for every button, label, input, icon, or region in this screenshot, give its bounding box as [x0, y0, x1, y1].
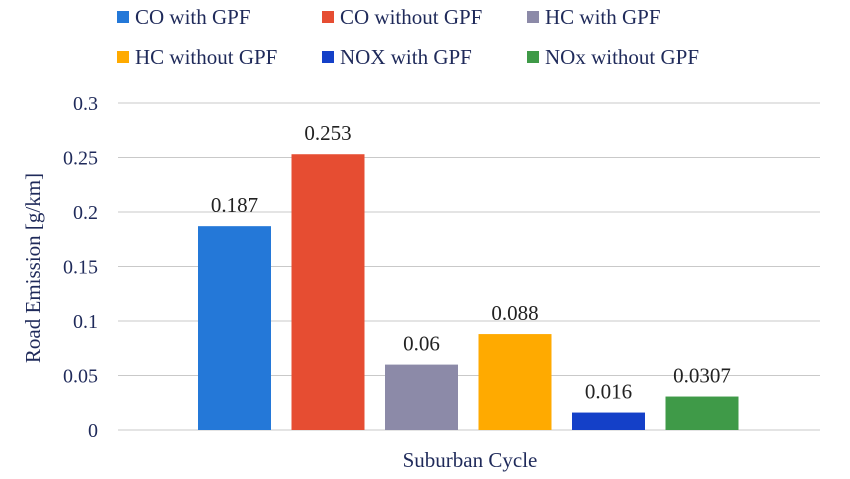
y-tick-label: 0.25 — [63, 148, 98, 170]
legend-label: HC with GPF — [545, 5, 661, 29]
bar-hc-without-gpf — [478, 334, 552, 430]
y-tick-label: 0.1 — [73, 311, 98, 333]
data-label: 0.0307 — [673, 364, 731, 388]
bar-nox-without-gpf — [665, 396, 739, 430]
data-label: 0.06 — [403, 332, 440, 356]
bar-hc-with-gpf — [385, 364, 458, 430]
y-axis-label: Road Emission [g/km] — [21, 173, 45, 363]
y-tick-label: 0 — [88, 420, 98, 442]
bar-co-without-gpf — [291, 154, 365, 431]
legend-item: NOX with GPF — [322, 45, 472, 69]
x-axis-label: Suburban Cycle — [403, 448, 538, 472]
legend-item: HC with GPF — [527, 5, 661, 29]
legend-swatch — [527, 51, 539, 63]
bar-data-labels: 0.187 0.253 0.06 0.088 0.016 0.0307 — [211, 121, 731, 403]
legend-label: HC without GPF — [135, 45, 277, 69]
data-label: 0.187 — [211, 193, 258, 217]
legend-label: CO without GPF — [340, 5, 482, 29]
legend-item: CO without GPF — [322, 5, 482, 29]
bars — [198, 154, 739, 431]
legend-label: NOX with GPF — [340, 45, 472, 69]
bar-nox-with-gpf — [572, 412, 645, 430]
legend-swatch — [322, 51, 334, 63]
legend-swatch — [117, 51, 129, 63]
legend-item: HC without GPF — [117, 45, 277, 69]
legend-label: CO with GPF — [135, 5, 251, 29]
y-tick-label: 0.3 — [73, 93, 98, 115]
y-axis-ticks: 0 0.05 0.1 0.15 0.2 0.25 0.3 — [63, 93, 98, 442]
bar-co-with-gpf — [198, 226, 271, 430]
data-label: 0.253 — [304, 121, 351, 145]
legend: CO with GPF CO without GPF HC with GPF HC w… — [117, 5, 699, 69]
legend-swatch — [117, 11, 129, 23]
legend-item: CO with GPF — [117, 5, 251, 29]
legend-swatch — [322, 11, 334, 23]
legend-swatch — [527, 11, 539, 23]
legend-label: NOx without GPF — [545, 45, 699, 69]
data-label: 0.088 — [491, 301, 538, 325]
data-label: 0.016 — [585, 380, 632, 404]
y-tick-label: 0.2 — [73, 202, 98, 224]
legend-item: NOx without GPF — [527, 45, 699, 69]
y-tick-label: 0.05 — [63, 366, 98, 388]
y-tick-label: 0.15 — [63, 257, 98, 279]
